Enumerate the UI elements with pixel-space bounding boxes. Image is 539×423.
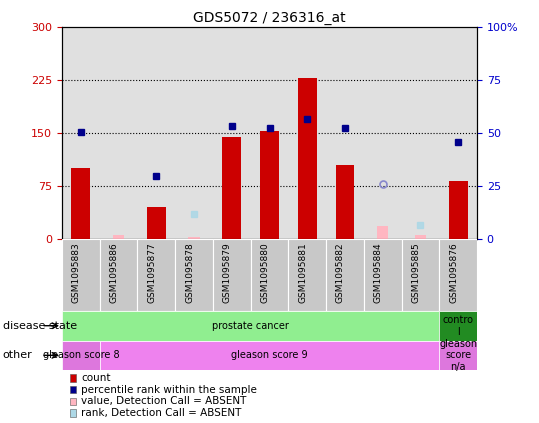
Bar (137, 239, 175, 311)
Bar (251, 239, 288, 311)
Text: GSM1095884: GSM1095884 (374, 243, 383, 303)
Text: GSM1095876: GSM1095876 (449, 243, 458, 303)
Text: disease state: disease state (3, 321, 77, 331)
Text: GSM1095878: GSM1095878 (185, 243, 194, 303)
Text: GSM1095880: GSM1095880 (260, 243, 270, 303)
Text: value, Detection Call = ABSENT: value, Detection Call = ABSENT (81, 396, 247, 407)
Bar (298, 78, 317, 239)
Bar (288, 239, 326, 311)
Text: gleason score 8: gleason score 8 (43, 350, 119, 360)
Text: GSM1095877: GSM1095877 (147, 243, 156, 303)
Bar (439, 311, 477, 341)
Bar (222, 137, 241, 239)
Text: gleason
score
n/a: gleason score n/a (439, 339, 477, 372)
Bar (415, 236, 426, 239)
Text: count: count (81, 373, 111, 383)
Bar (448, 181, 467, 239)
Bar (71, 168, 90, 239)
Bar (189, 237, 199, 239)
Bar (260, 131, 279, 239)
Text: GSM1095881: GSM1095881 (298, 243, 307, 303)
Bar (213, 239, 251, 311)
Text: rank, Detection Call = ABSENT: rank, Detection Call = ABSENT (81, 408, 241, 418)
Bar (439, 341, 477, 370)
Bar (326, 239, 364, 311)
Text: GSM1095885: GSM1095885 (411, 243, 420, 303)
Bar (100, 239, 137, 311)
Text: GSM1095886: GSM1095886 (109, 243, 119, 303)
Text: prostate cancer: prostate cancer (212, 321, 289, 331)
Text: gleason score 9: gleason score 9 (231, 350, 308, 360)
Bar (100, 341, 439, 370)
Text: GSM1095882: GSM1095882 (336, 243, 345, 303)
Bar (62, 239, 100, 311)
Bar (402, 239, 439, 311)
Bar (439, 239, 477, 311)
Title: GDS5072 / 236316_at: GDS5072 / 236316_at (193, 11, 346, 25)
Text: contro
l: contro l (443, 315, 474, 337)
Text: GSM1095883: GSM1095883 (72, 243, 81, 303)
Bar (335, 165, 355, 239)
Text: other: other (3, 350, 32, 360)
Bar (377, 226, 388, 239)
Bar (175, 239, 213, 311)
Bar (62, 341, 100, 370)
Text: GSM1095879: GSM1095879 (223, 243, 232, 303)
Bar (113, 236, 124, 239)
Bar (364, 239, 402, 311)
Text: percentile rank within the sample: percentile rank within the sample (81, 385, 257, 395)
Bar (147, 207, 166, 239)
